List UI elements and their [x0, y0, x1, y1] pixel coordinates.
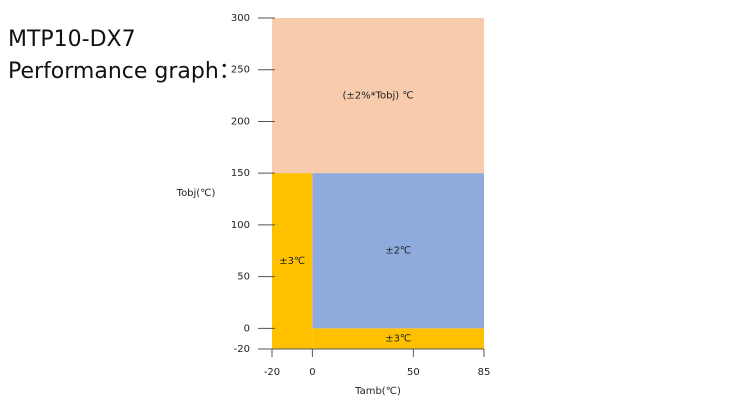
y-tick-label: 200 — [231, 116, 250, 127]
y-tick-label: 0 — [244, 323, 250, 334]
region-label: ±3℃ — [385, 334, 411, 345]
title: MTP10-DX7 — [8, 27, 136, 52]
y-tick-label: 50 — [237, 272, 250, 283]
y-tick-label: 100 — [231, 220, 250, 231]
region-label: (±2%*Tobj) ℃ — [342, 91, 413, 102]
y-tick-label: 150 — [231, 168, 250, 179]
y-tick-label: -20 — [234, 344, 250, 355]
y-axis-label: Tobj(℃) — [176, 188, 216, 199]
region — [272, 173, 313, 349]
x-tick-label: 50 — [407, 367, 420, 378]
region — [272, 18, 484, 174]
y-tick-label: 250 — [231, 65, 250, 76]
x-tick-label: 0 — [309, 367, 315, 378]
x-tick-label: 85 — [478, 367, 491, 378]
region — [312, 173, 484, 329]
region-label: ±3℃ — [279, 256, 305, 267]
region-label: ±2℃ — [385, 246, 411, 257]
y-tick-label: 300 — [231, 13, 250, 24]
x-tick-label: -20 — [264, 367, 280, 378]
region — [312, 328, 484, 349]
subtitle: Performance graph： — [8, 59, 241, 84]
x-axis-label: Tamb(℃) — [354, 386, 401, 397]
